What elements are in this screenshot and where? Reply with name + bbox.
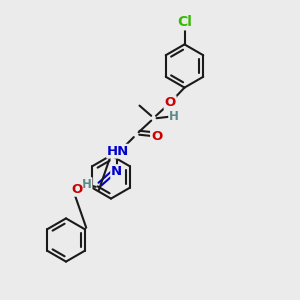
Text: HN: HN	[107, 145, 129, 158]
Text: O: O	[164, 96, 176, 109]
Text: H: H	[169, 110, 179, 123]
Text: Cl: Cl	[177, 16, 192, 29]
Text: O: O	[71, 183, 82, 196]
Text: O: O	[151, 130, 162, 143]
Text: N: N	[111, 165, 122, 178]
Text: H: H	[82, 178, 92, 191]
